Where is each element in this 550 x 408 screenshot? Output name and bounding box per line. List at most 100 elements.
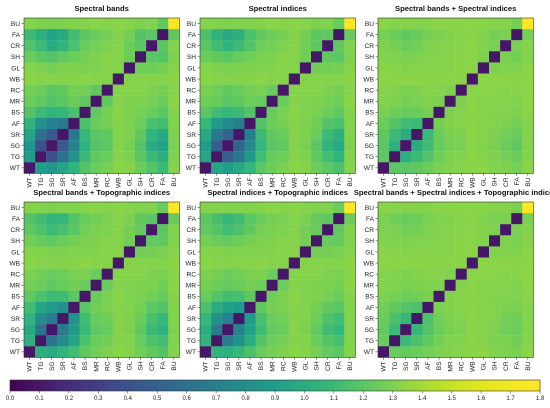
- heatmap-cell: [135, 257, 147, 269]
- heatmap-cell: [444, 151, 456, 163]
- heatmap-cell: [123, 335, 136, 347]
- heatmap-cell: [311, 129, 323, 141]
- y-tick-label: SH: [11, 238, 20, 245]
- heatmap-cell: [455, 257, 467, 269]
- heatmap-cell: [200, 95, 212, 107]
- heatmap-cell: [244, 18, 256, 30]
- heatmap-cell: [255, 246, 267, 258]
- heatmap-cell: [211, 279, 223, 291]
- heatmap-cell: [389, 129, 401, 141]
- heatmap-cell: [79, 84, 91, 96]
- heatmap-cell: [444, 246, 456, 258]
- heatmap-cell: [477, 213, 490, 225]
- heatmap-cell: [344, 346, 356, 358]
- y-tick-label: AF: [366, 121, 374, 128]
- heatmap-cell: [101, 235, 113, 247]
- heatmap-cell: [400, 95, 412, 107]
- y-tick-label: GL: [365, 249, 374, 256]
- heatmap-cell: [123, 84, 136, 96]
- heatmap-cell: [266, 140, 278, 152]
- heatmap-cell: [79, 162, 91, 174]
- heatmap-cell: [311, 335, 323, 347]
- heatmap-cell: [489, 290, 501, 303]
- heatmap-cell: [477, 268, 490, 280]
- heatmap-cell: [489, 346, 501, 358]
- heatmap-cell: [333, 162, 345, 174]
- heatmap-cell: [422, 40, 434, 52]
- heatmap-cell: [233, 62, 245, 74]
- heatmap-cell: [112, 117, 125, 130]
- heatmap-cell: [68, 257, 80, 269]
- y-tick-label: BU: [187, 205, 196, 212]
- heatmap-cell: [288, 235, 301, 247]
- heatmap-cell: [157, 324, 169, 336]
- heatmap-cell: [466, 290, 479, 303]
- heatmap-cell: [322, 18, 334, 30]
- x-tick-label: RC: [458, 177, 465, 187]
- heatmap-cell: [266, 268, 278, 280]
- colorbar-segment: [57, 380, 64, 391]
- heatmap-cell: [378, 290, 390, 303]
- heatmap-cell: [477, 290, 490, 303]
- y-tick-label: SG: [10, 327, 20, 334]
- colorbar-segment: [15, 380, 23, 391]
- heatmap-cell: [101, 95, 113, 107]
- heatmap-cell: [444, 224, 456, 236]
- heatmap-cell: [168, 224, 180, 236]
- heatmap-cell: [101, 301, 113, 314]
- heatmap-cell: [299, 301, 312, 314]
- heatmap-cell: [444, 40, 456, 52]
- x-tick-label: AF: [247, 361, 254, 369]
- colorbar-tick-label: 0.7: [212, 396, 221, 402]
- heatmap-cell: [168, 162, 180, 174]
- heatmap-cell: [511, 18, 523, 30]
- y-tick-label: SR: [11, 316, 20, 323]
- y-tick-label: TG: [11, 338, 20, 345]
- heatmap-cell: [433, 346, 445, 358]
- heatmap-cell: [455, 290, 467, 303]
- y-tick-label: BU: [11, 21, 20, 28]
- heatmap-cell: [157, 95, 169, 107]
- heatmap-cell: [489, 257, 501, 269]
- heatmap-cell: [211, 29, 223, 41]
- heatmap-cell: [79, 40, 91, 52]
- heatmap-cell: [422, 213, 434, 225]
- heatmap-cell: [299, 290, 312, 303]
- heatmap-cell: [146, 257, 158, 269]
- heatmap-cell: [466, 29, 479, 41]
- heatmap-cell: [57, 140, 69, 152]
- heatmap-cell: [112, 335, 125, 347]
- heatmap-cell: [277, 235, 289, 247]
- heatmap-cell: [477, 40, 490, 52]
- heatmap-cell: [311, 290, 323, 303]
- heatmap-cell: [333, 106, 345, 119]
- heatmap-cell: [444, 51, 456, 63]
- heatmap-cell: [123, 346, 136, 358]
- heatmap-cell: [311, 224, 323, 236]
- heatmap-cell: [477, 279, 490, 291]
- heatmap-cell: [200, 73, 212, 85]
- x-tick-label: SG: [225, 361, 232, 371]
- heatmap-cell: [389, 313, 401, 325]
- heatmap-cell: [433, 268, 445, 280]
- heatmap-cell: [411, 151, 423, 163]
- colorbar-segment: [386, 380, 394, 391]
- heatmap-cell: [299, 246, 312, 258]
- heatmap-cell: [288, 324, 301, 336]
- heatmap-cell: [90, 246, 102, 258]
- heatmap-cell: [266, 257, 278, 269]
- heatmap-cell: [288, 62, 301, 74]
- colorbar-segment: [328, 380, 335, 391]
- heatmap-cell: [123, 257, 136, 269]
- heatmap-cell: [500, 268, 512, 280]
- y-tick-label: FA: [366, 32, 375, 39]
- heatmap-cell: [477, 106, 490, 119]
- heatmap-cell: [500, 129, 512, 141]
- heatmap-cell: [46, 290, 58, 303]
- heatmap-cell: [123, 62, 136, 74]
- heatmap-cell: [266, 18, 278, 30]
- heatmap-cell: [378, 95, 390, 107]
- y-tick-label: GL: [365, 65, 374, 72]
- colorbar-segment: [216, 380, 223, 391]
- heatmap-cell: [489, 95, 501, 107]
